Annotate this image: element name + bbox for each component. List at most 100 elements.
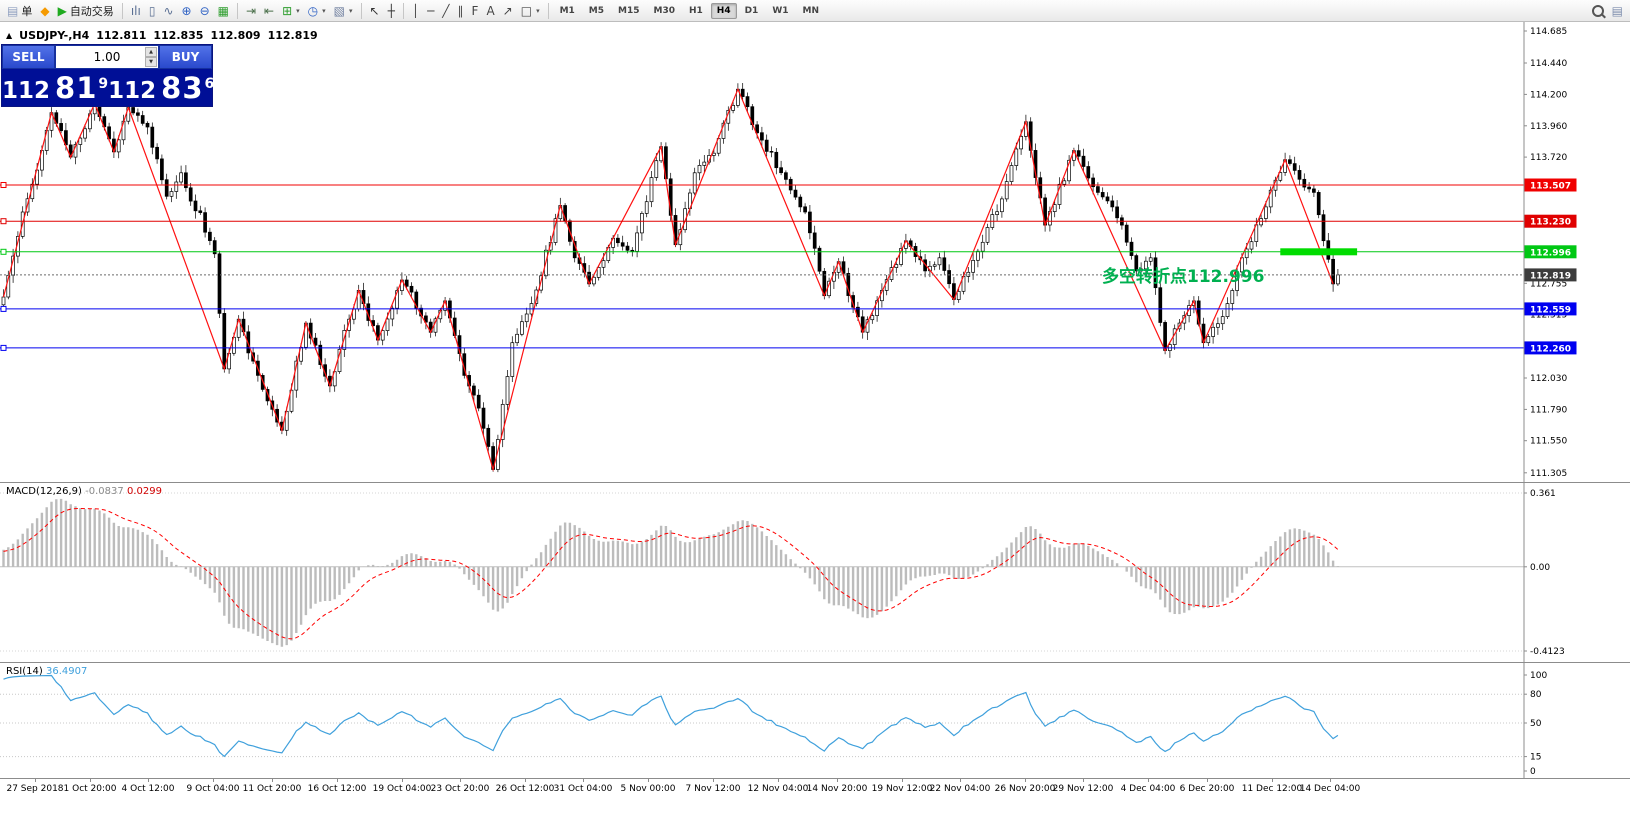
timeframe-mn-button[interactable]: MN	[802, 5, 820, 16]
hline-marker[interactable]	[0, 305, 7, 312]
vertical-line-tool-button[interactable]: │	[409, 2, 422, 20]
timeframe-m1-button[interactable]: M1	[559, 5, 575, 16]
vertical-line-tool-icon: │	[411, 3, 420, 18]
sell-button[interactable]: SELL	[2, 45, 55, 69]
arrows-tool-button[interactable]: ↗	[500, 2, 516, 20]
new-order-button-label: 单	[21, 4, 33, 18]
timeframe-m30-button[interactable]: M30	[653, 5, 675, 16]
candle	[1268, 189, 1273, 208]
volume-increase-button[interactable]: ▲	[145, 47, 157, 57]
buy-price[interactable]: 112 83 6	[108, 69, 214, 106]
new-chart-button[interactable]: ⊞ ▾	[279, 2, 303, 20]
candle	[1076, 150, 1081, 157]
auto-scroll-button[interactable]: ⇥	[243, 2, 259, 20]
fibonacci-tool-button[interactable]: F	[469, 2, 482, 20]
candle	[596, 267, 601, 278]
rsi-value: 36.4907	[45, 666, 88, 677]
grid-button[interactable]: ▦	[215, 2, 232, 20]
price-tick-label: 111.305	[1530, 469, 1567, 479]
candle	[1067, 159, 1071, 182]
candle	[265, 389, 270, 402]
volume-decrease-button[interactable]: ▼	[145, 57, 157, 67]
price-badge-label: 113.230	[1530, 218, 1571, 228]
candle	[793, 189, 798, 198]
new-chart-button-dropdown-icon[interactable]: ▾	[296, 6, 300, 15]
channel-tool-button[interactable]: ∥	[455, 2, 467, 20]
timeframe-h1-button[interactable]: H1	[688, 5, 703, 16]
sell-price-pips: 81	[55, 71, 98, 105]
line-chart-type-button[interactable]: ∿	[160, 2, 176, 20]
time-tick	[272, 779, 273, 782]
candle	[160, 158, 164, 181]
hline-marker[interactable]	[0, 182, 7, 188]
candle	[1278, 172, 1283, 181]
periods-button[interactable]: ◷ ▾	[305, 2, 329, 20]
cursor-button[interactable]: ↖	[367, 2, 383, 20]
zoom-in-button[interactable]: ⊕	[179, 2, 195, 20]
pivot-highlight-segment[interactable]	[1280, 248, 1358, 256]
candle	[760, 132, 764, 141]
periods-button-dropdown-icon[interactable]: ▾	[322, 6, 326, 15]
price-chart-canvas[interactable]: 114.685114.440114.200113.960113.720113.4…	[0, 22, 1630, 482]
hline-marker[interactable]	[0, 344, 7, 351]
time-label: 19 Oct 04:00	[372, 784, 432, 794]
time-label: 12 Nov 04:00	[747, 784, 809, 794]
candle	[1292, 163, 1297, 171]
candle	[505, 376, 510, 405]
toolbar-separator	[236, 2, 238, 19]
candle	[702, 161, 707, 166]
macd-chart-canvas[interactable]: 0.361 0.00 -0.4123	[0, 483, 1630, 662]
new-order-button[interactable]: ▤ 单	[4, 2, 35, 20]
candle	[1019, 136, 1023, 150]
autotrading-button[interactable]: ▶ 自动交易	[55, 2, 117, 20]
crosshair-button[interactable]: ┼	[385, 2, 398, 20]
candle	[976, 250, 980, 261]
collapse-marker-icon[interactable]: ▲	[6, 31, 13, 40]
shapes-tool-button[interactable]: □ ▾	[518, 2, 543, 20]
symbol-search-button[interactable]	[1589, 2, 1607, 20]
candle	[1134, 255, 1139, 272]
candle	[817, 247, 822, 272]
macd-panel-separator[interactable]	[0, 482, 1630, 483]
text-tool-button[interactable]: A	[483, 2, 497, 20]
hline-marker[interactable]	[0, 218, 7, 225]
rsi-chart-canvas[interactable]: 100 80 50 15 0	[0, 663, 1630, 778]
price-badge-label: 112.996	[1530, 248, 1571, 258]
candle	[1081, 155, 1086, 167]
templates-button[interactable]: ▧ ▾	[331, 2, 356, 20]
high-value: 112.835	[153, 29, 204, 42]
rsi-panel-separator[interactable]	[0, 662, 1630, 663]
volume-field[interactable]: 1.00 ▲ ▼	[55, 45, 159, 69]
volume-value[interactable]: 1.00	[93, 50, 121, 64]
candle	[481, 407, 486, 429]
price-badge-label: 113.507	[1530, 182, 1571, 192]
mql-market-icon: ◆	[40, 3, 50, 18]
chart-region[interactable]: 114.685114.440114.200113.960113.720113.4…	[0, 22, 1630, 482]
candle	[289, 389, 294, 412]
timeframe-w1-button[interactable]: W1	[772, 5, 789, 16]
horizontal-line-tool-button[interactable]: ─	[424, 2, 437, 20]
shapes-tool-icon: □	[520, 3, 533, 18]
chart-shift-button[interactable]: ⇤	[261, 2, 277, 20]
hline-marker[interactable]	[0, 248, 7, 255]
zoom-out-button[interactable]: ⊖	[197, 2, 213, 20]
timeframe-h4-button[interactable]: H4	[710, 2, 737, 19]
sell-price[interactable]: 112 81 9	[2, 69, 108, 106]
bar-chart-type-button[interactable]: ılı	[128, 2, 144, 20]
timeframe-d1-button[interactable]: D1	[744, 5, 759, 16]
timeframe-m5-button[interactable]: M5	[588, 5, 605, 16]
data-window-button[interactable]: ▤	[1609, 2, 1626, 20]
templates-button-dropdown-icon[interactable]: ▾	[349, 6, 353, 15]
shapes-tool-button-dropdown-icon[interactable]: ▾	[536, 6, 540, 15]
time-label: 7 Nov 12:00	[685, 784, 741, 794]
price-badge-112.819	[1524, 268, 1577, 282]
trendline-tool-button[interactable]: ╱	[439, 2, 452, 20]
candlestick-chart-type-button[interactable]: ▯	[146, 2, 159, 20]
candle	[755, 124, 759, 134]
buy-button[interactable]: BUY	[159, 45, 212, 69]
timeframe-m15-button[interactable]: M15	[618, 5, 640, 16]
time-label: 23 Oct 20:00	[430, 784, 490, 794]
channel-tool-icon: ∥	[457, 3, 464, 18]
mql-market-button[interactable]: ◆	[37, 2, 52, 20]
one-click-trading-panel: SELL 1.00 ▲ ▼ BUY 112 81 9 112 83 6	[1, 44, 214, 107]
